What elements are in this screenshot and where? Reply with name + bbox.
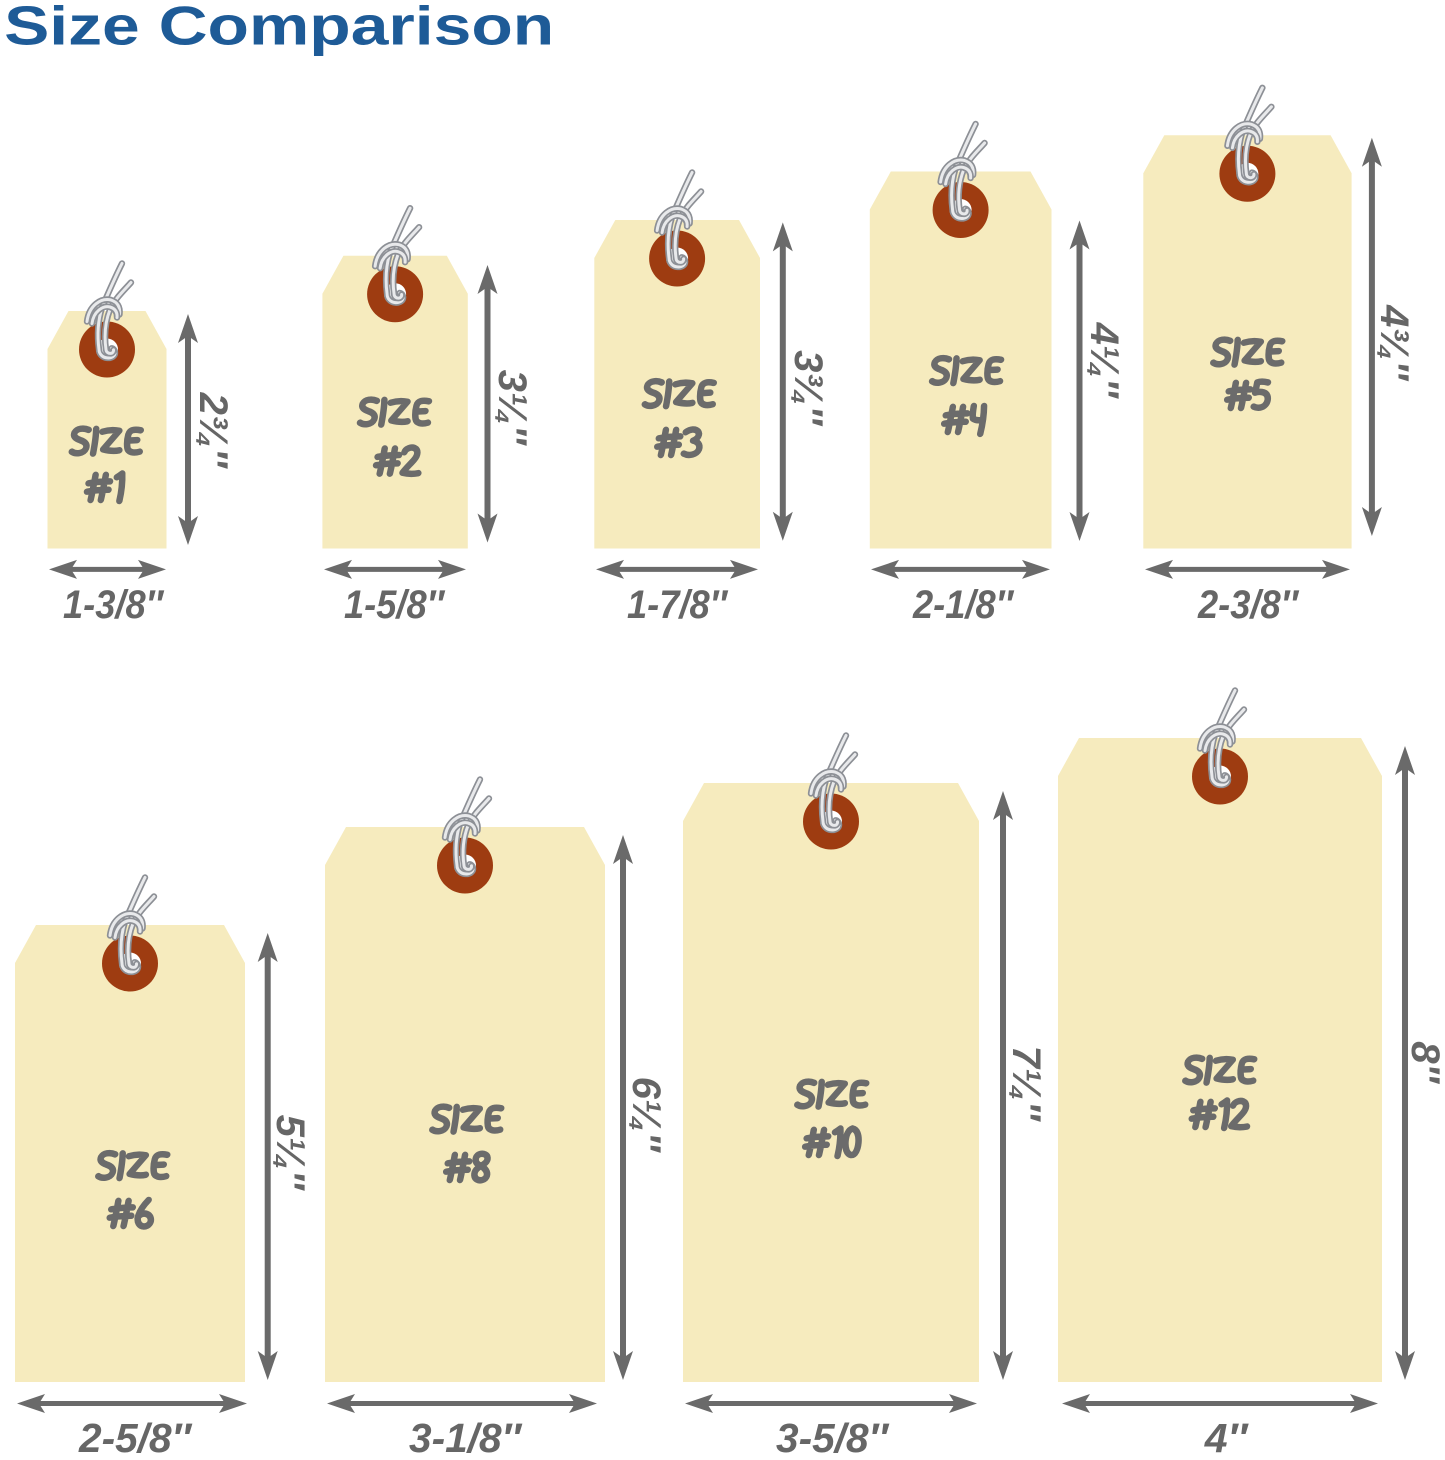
svg-text:4¾″: 4¾″ (1372, 304, 1416, 382)
svg-text:2-3/8″: 2-3/8″ (1197, 583, 1300, 627)
svg-text:3-5/8″: 3-5/8″ (776, 1415, 890, 1455)
svg-text:5¼″: 5¼″ (268, 1115, 312, 1192)
svg-text:Size Comparison: Size Comparison (4, 0, 554, 57)
svg-text:2¾″: 2¾″ (191, 392, 235, 470)
svg-text:3¾″: 3¾″ (786, 350, 830, 427)
svg-text:3-1/8″: 3-1/8″ (409, 1415, 523, 1455)
svg-text:1-5/8″: 1-5/8″ (344, 583, 446, 627)
svg-text:4″: 4″ (1204, 1415, 1250, 1455)
svg-text:3¼″: 3¼″ (490, 370, 534, 447)
svg-text:6¼″: 6¼″ (624, 1077, 668, 1154)
svg-text:8″: 8″ (1403, 1041, 1445, 1084)
svg-text:2-1/8″: 2-1/8″ (912, 583, 1015, 627)
svg-text:2-5/8″: 2-5/8″ (78, 1415, 193, 1455)
svg-text:7¼″: 7¼″ (1004, 1046, 1048, 1123)
svg-text:4¼″: 4¼″ (1082, 322, 1126, 400)
svg-text:1-3/8″: 1-3/8″ (63, 583, 165, 627)
svg-text:1-7/8″: 1-7/8″ (627, 583, 729, 627)
